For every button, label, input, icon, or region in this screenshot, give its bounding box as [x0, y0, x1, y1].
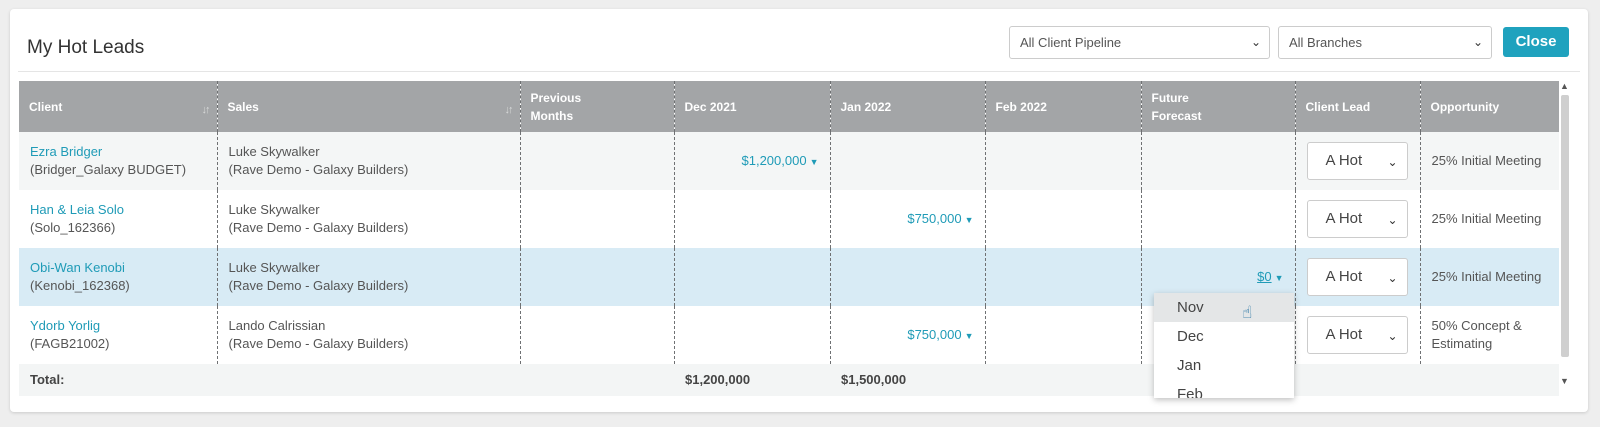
table-row: Obi-Wan Kenobi (Kenobi_162368) Luke Skywa…	[19, 248, 1559, 306]
column-header-feb-2022: Feb 2022	[985, 81, 1142, 132]
client-lead-select[interactable]: A Hot ⌄	[1306, 258, 1408, 296]
opportunity-text: 25% Initial Meeting	[1420, 132, 1559, 190]
branches-value: All Branches	[1289, 35, 1362, 50]
sales-name: Luke Skywalker	[228, 202, 320, 217]
sort-icon[interactable]: ↓↑	[504, 104, 514, 116]
client-lead-select[interactable]: A Hot ⌄	[1306, 200, 1408, 238]
caret-down-icon: ▼	[964, 330, 974, 341]
sales-company: (Rave Demo - Galaxy Builders)	[228, 336, 409, 351]
client-code: (Solo_162366)	[30, 220, 116, 235]
future-forecast-cell	[1141, 190, 1296, 248]
sales-company: (Rave Demo - Galaxy Builders)	[228, 162, 409, 177]
total-jan-2022: $1,500,000	[830, 364, 985, 396]
table-row: Ydorb Yorlig (FAGB21002) Lando Calrissian…	[19, 306, 1559, 364]
page-title: My Hot Leads	[27, 37, 145, 58]
previous-months-cell	[520, 248, 675, 306]
client-pipeline-value: All Client Pipeline	[1020, 35, 1122, 50]
dropdown-option-feb[interactable]: Feb	[1177, 386, 1203, 398]
feb-2022-cell	[985, 190, 1142, 248]
column-header-client[interactable]: Client ↓↑	[19, 81, 218, 132]
caret-down-icon: ▼	[964, 214, 974, 225]
sort-icon[interactable]: ↓↑	[201, 104, 211, 116]
branches-select[interactable]: All Branches ⌄	[1278, 26, 1492, 59]
jan-2022-amount[interactable]: $750,000 ▼	[830, 306, 986, 364]
client-code: (Kenobi_162368)	[30, 278, 130, 293]
previous-months-cell	[520, 190, 675, 248]
caret-down-icon: ▼	[1274, 272, 1284, 283]
column-header-opportunity: Opportunity	[1420, 81, 1559, 132]
column-header-previous-months: Previous Months	[520, 81, 675, 132]
dec-2021-amount[interactable]: $1,200,000 ▼	[674, 132, 831, 190]
jan-2022-amount[interactable]: $750,000 ▼	[830, 190, 986, 248]
table-row: Han & Leia Solo (Solo_162366) Luke Skywal…	[19, 190, 1559, 248]
table-header-row: Client ↓↑ Sales ↓↑ Previous Months Dec 2021…	[19, 81, 1559, 132]
chevron-down-icon: ⌄	[1387, 155, 1398, 169]
forecast-month-dropdown: Nov Dec Jan Feb	[1154, 293, 1294, 398]
dec-2021-cell	[674, 306, 831, 364]
vertical-scrollbar[interactable]: ▲ ▼	[1559, 81, 1571, 391]
client-code: (Bridger_Galaxy BUDGET)	[30, 162, 187, 177]
sales-company: (Rave Demo - Galaxy Builders)	[228, 278, 409, 293]
previous-months-cell	[520, 306, 675, 364]
chevron-down-icon: ⌄	[1387, 271, 1398, 285]
client-name-link[interactable]: Ezra Bridger	[30, 144, 103, 159]
client-code: (FAGB21002)	[30, 336, 110, 351]
column-header-future-forecast: Future Forecast	[1141, 81, 1296, 132]
hot-leads-table: Client ↓↑ Sales ↓↑ Previous Months Dec 2021…	[19, 81, 1559, 412]
dec-2021-cell	[674, 248, 831, 306]
feb-2022-cell	[985, 132, 1142, 190]
sales-name: Lando Calrissian	[228, 318, 326, 333]
sales-company: (Rave Demo - Galaxy Builders)	[228, 220, 409, 235]
client-name-link[interactable]: Obi-Wan Kenobi	[30, 260, 125, 275]
dropdown-option-jan[interactable]: Jan	[1177, 357, 1202, 374]
total-dec-2021: $1,200,000	[674, 364, 830, 396]
total-row: Total: $1,200,000 $1,500,000	[19, 364, 1559, 396]
sales-name: Luke Skywalker	[228, 260, 320, 275]
feb-2022-cell	[985, 306, 1142, 364]
dropdown-option-nov[interactable]: Nov	[1154, 293, 1294, 322]
chevron-down-icon: ⌄	[1250, 35, 1261, 49]
column-header-sales[interactable]: Sales ↓↑	[217, 81, 521, 132]
hand-cursor-icon: ☝	[1242, 303, 1253, 322]
future-forecast-cell	[1141, 132, 1296, 190]
total-label: Total:	[19, 364, 217, 396]
client-pipeline-select[interactable]: All Client Pipeline ⌄	[1009, 26, 1270, 59]
scrollbar-thumb[interactable]	[1561, 95, 1569, 357]
table-row: Ezra Bridger (Bridger_Galaxy BUDGET) Luke…	[19, 132, 1559, 190]
chevron-down-icon: ⌄	[1387, 213, 1398, 227]
column-header-jan-2022: Jan 2022	[830, 81, 986, 132]
close-button[interactable]: Close	[1503, 27, 1569, 57]
chevron-down-icon: ⌄	[1472, 35, 1483, 49]
client-lead-select[interactable]: A Hot ⌄	[1306, 316, 1408, 354]
client-lead-select[interactable]: A Hot ⌄	[1306, 142, 1408, 180]
opportunity-text: 25% Initial Meeting	[1420, 248, 1559, 306]
sales-name: Luke Skywalker	[228, 144, 320, 159]
scroll-up-icon[interactable]: ▲	[1560, 81, 1569, 91]
jan-2022-cell	[830, 132, 986, 190]
feb-2022-cell	[985, 248, 1142, 306]
opportunity-text: 50% Concept & Estimating	[1420, 306, 1559, 364]
header-divider	[18, 71, 1580, 72]
client-name-link[interactable]: Ydorb Yorlig	[30, 318, 101, 333]
scroll-down-icon[interactable]: ▼	[1560, 376, 1569, 386]
column-header-client-lead: Client Lead	[1295, 81, 1421, 132]
previous-months-cell	[520, 132, 675, 190]
dropdown-option-dec[interactable]: Dec	[1177, 328, 1204, 345]
caret-down-icon: ▼	[809, 156, 819, 167]
client-name-link[interactable]: Han & Leia Solo	[30, 202, 124, 217]
chevron-down-icon: ⌄	[1387, 329, 1398, 343]
column-header-dec-2021: Dec 2021	[674, 81, 831, 132]
dec-2021-cell	[674, 190, 831, 248]
jan-2022-cell	[830, 248, 986, 306]
opportunity-text: 25% Initial Meeting	[1420, 190, 1559, 248]
